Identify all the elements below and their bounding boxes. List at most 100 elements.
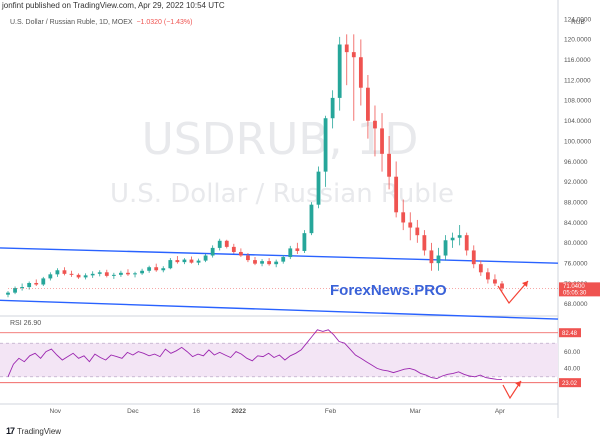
candle-body: [238, 251, 243, 256]
candle-body: [189, 259, 194, 263]
candle-body: [337, 44, 342, 98]
candle-body: [380, 128, 384, 154]
candle-body: [55, 270, 60, 275]
price-tick-label: 116.0000: [564, 57, 591, 64]
candle-body: [281, 257, 286, 262]
price-tick-label: 124.0000: [564, 16, 591, 23]
rsi-level-badge: [559, 378, 581, 388]
candle-body: [351, 52, 356, 58]
watermark-name: U.S. Dollar / Russian Ruble: [110, 179, 454, 209]
candle-body: [126, 272, 130, 275]
price-tick-label: 84.0000: [564, 220, 588, 227]
time-tick-label: Feb: [325, 408, 337, 415]
forecast-arrow-price: [497, 280, 529, 304]
candle-body: [443, 240, 448, 256]
time-tick-label: 16: [193, 408, 201, 415]
candle-body: [358, 57, 363, 88]
forecast-arrow-rsi: [502, 380, 522, 400]
forecast-arrows: [497, 280, 529, 400]
candle-body: [133, 273, 137, 275]
forecast-arrowhead-rsi: [515, 381, 521, 387]
candle-body: [217, 240, 222, 248]
price-tick-label: 100.0000: [564, 138, 591, 145]
price-tick-label: 112.0000: [564, 77, 591, 84]
price-tick-label: 76.0000: [564, 260, 588, 267]
currency-label: RUB: [571, 19, 585, 26]
rsi-level-label: 23.02: [562, 381, 578, 387]
candle-body: [182, 259, 187, 263]
price-pane: [0, 0, 559, 418]
candle-body: [288, 248, 293, 258]
candle-body: [48, 274, 53, 279]
chart-watermark: USDRUB, 1D U.S. Dollar / Russian Ruble: [110, 114, 454, 209]
price-tick-label: 88.0000: [564, 199, 588, 206]
candle-body: [111, 274, 116, 276]
candle-body: [41, 278, 46, 285]
candle-body: [309, 204, 314, 234]
candle-body: [464, 235, 469, 251]
time-tick-label: Dec: [127, 408, 139, 415]
channel-upper-line: [0, 247, 559, 264]
candle-body: [267, 261, 272, 265]
forexnews-watermark: ForexNews.PRO: [330, 282, 447, 299]
candle-body: [330, 97, 335, 119]
price-tick-label: 68.0000: [564, 301, 588, 308]
candle-body: [97, 272, 102, 274]
price-tick-label: 92.0000: [564, 179, 588, 186]
candle-body: [422, 235, 427, 251]
candle-body: [302, 233, 307, 251]
symbol-legend: U.S. Dollar / Russian Ruble, 1D, MOEX −1…: [10, 19, 192, 26]
time-tick-label: Apr: [495, 408, 506, 415]
candle-body: [274, 261, 279, 265]
price-tick-label: 80.0000: [564, 240, 588, 247]
candle-body: [450, 237, 455, 241]
tradingview-logo-icon: 17: [6, 426, 15, 436]
candle-body: [119, 272, 123, 275]
candle-body: [224, 240, 229, 247]
candle-body: [295, 248, 300, 251]
price-tick-label: 104.0000: [564, 118, 591, 125]
time-tick-label: Mar: [410, 408, 422, 415]
rsi-axis: 82.48 60.00 40.00 23.02: [559, 328, 581, 388]
current-price-badge: [559, 282, 600, 297]
candle-body: [231, 246, 236, 252]
candle-body: [140, 270, 144, 274]
candle-body: [415, 227, 420, 236]
rsi-tick-label: 40.00: [564, 366, 581, 373]
candle-body: [500, 283, 504, 289]
channel-lower-line: [0, 299, 559, 320]
rsi-pane: [0, 329, 558, 384]
time-tick-label: 2022: [232, 408, 247, 415]
candle-body: [175, 260, 180, 263]
time-axis: NovDec162022FebMarAprMay: [50, 408, 506, 415]
candle-body: [161, 268, 166, 271]
publisher-line: jonfint published on TradingView.com, Ap…: [2, 1, 225, 10]
candle-body: [316, 171, 321, 205]
candle-body: [408, 222, 413, 228]
candle-body: [62, 270, 67, 274]
candle-body: [323, 118, 328, 172]
candle-body: [457, 235, 462, 238]
candle-body: [366, 87, 370, 121]
candle-body: [203, 255, 208, 261]
candle-body: [387, 153, 391, 177]
candle-body: [394, 176, 399, 213]
candle-body: [196, 260, 201, 263]
rsi-band: [0, 343, 558, 377]
candle-body: [373, 120, 377, 129]
candle-body: [147, 267, 152, 271]
candle-body: [471, 250, 476, 265]
time-tick-label: Nov: [50, 408, 62, 415]
candle-body: [154, 267, 159, 271]
candle-body: [253, 260, 257, 264]
candle-body: [260, 261, 264, 264]
price-tick-label: 108.0000: [564, 98, 591, 105]
candle-body: [34, 282, 39, 285]
countdown-label: 05:05:30: [563, 290, 587, 296]
candle-body: [27, 282, 32, 288]
candle-body: [104, 272, 109, 276]
candle-body: [485, 272, 490, 280]
candle-body: [76, 274, 81, 278]
